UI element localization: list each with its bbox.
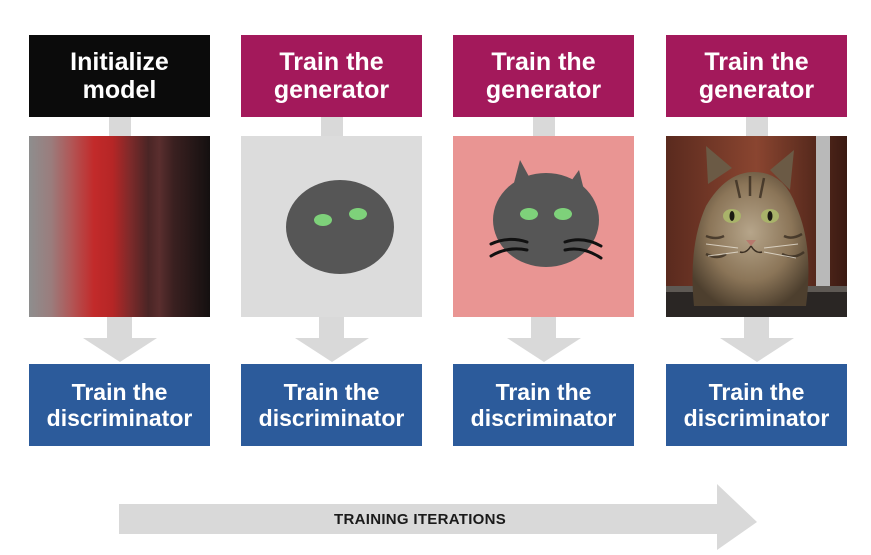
- noise-image: [29, 136, 210, 317]
- down-arrow-shaft: [531, 317, 556, 339]
- timeline-label: TRAINING ITERATIONS: [334, 511, 507, 528]
- simple-cat-face-icon: [241, 136, 422, 317]
- connector: [533, 117, 555, 137]
- tabby-cat-photo-icon: [666, 136, 847, 317]
- training-iterations-arrow: TRAINING ITERATIONS: [119, 478, 759, 550]
- initialize-model-box: Initialize model: [29, 35, 210, 117]
- down-arrow-icon: [295, 338, 369, 362]
- train-discriminator-box: Train the discriminator: [29, 364, 210, 446]
- down-arrow-shaft: [744, 317, 769, 339]
- down-arrow-icon: [83, 338, 157, 362]
- column-generator-2: Train the generator Train the discrimina…: [453, 0, 634, 450]
- column-generator-3: Train the generator: [666, 0, 847, 450]
- connector: [321, 117, 343, 137]
- train-generator-box: Train the generator: [666, 35, 847, 117]
- simple-cat-image: [241, 136, 422, 317]
- down-arrow-icon: [507, 338, 581, 362]
- train-generator-box: Train the generator: [453, 35, 634, 117]
- connector: [746, 117, 768, 137]
- cat-with-whiskers-image: [453, 136, 634, 317]
- down-arrow-shaft: [319, 317, 344, 339]
- realistic-cat-photo: [666, 136, 847, 317]
- connector: [109, 117, 131, 137]
- column-generator-1: Train the generator Train the discrimina…: [241, 0, 422, 450]
- train-generator-box: Train the generator: [241, 35, 422, 117]
- train-discriminator-box: Train the discriminator: [666, 364, 847, 446]
- down-arrow-shaft: [107, 317, 132, 339]
- train-discriminator-box: Train the discriminator: [241, 364, 422, 446]
- right-arrow-icon: [119, 484, 757, 550]
- column-initialize: Initialize model Train the discriminator: [29, 0, 210, 450]
- cat-face-icon: [453, 136, 634, 317]
- train-discriminator-box: Train the discriminator: [453, 364, 634, 446]
- down-arrow-icon: [720, 338, 794, 362]
